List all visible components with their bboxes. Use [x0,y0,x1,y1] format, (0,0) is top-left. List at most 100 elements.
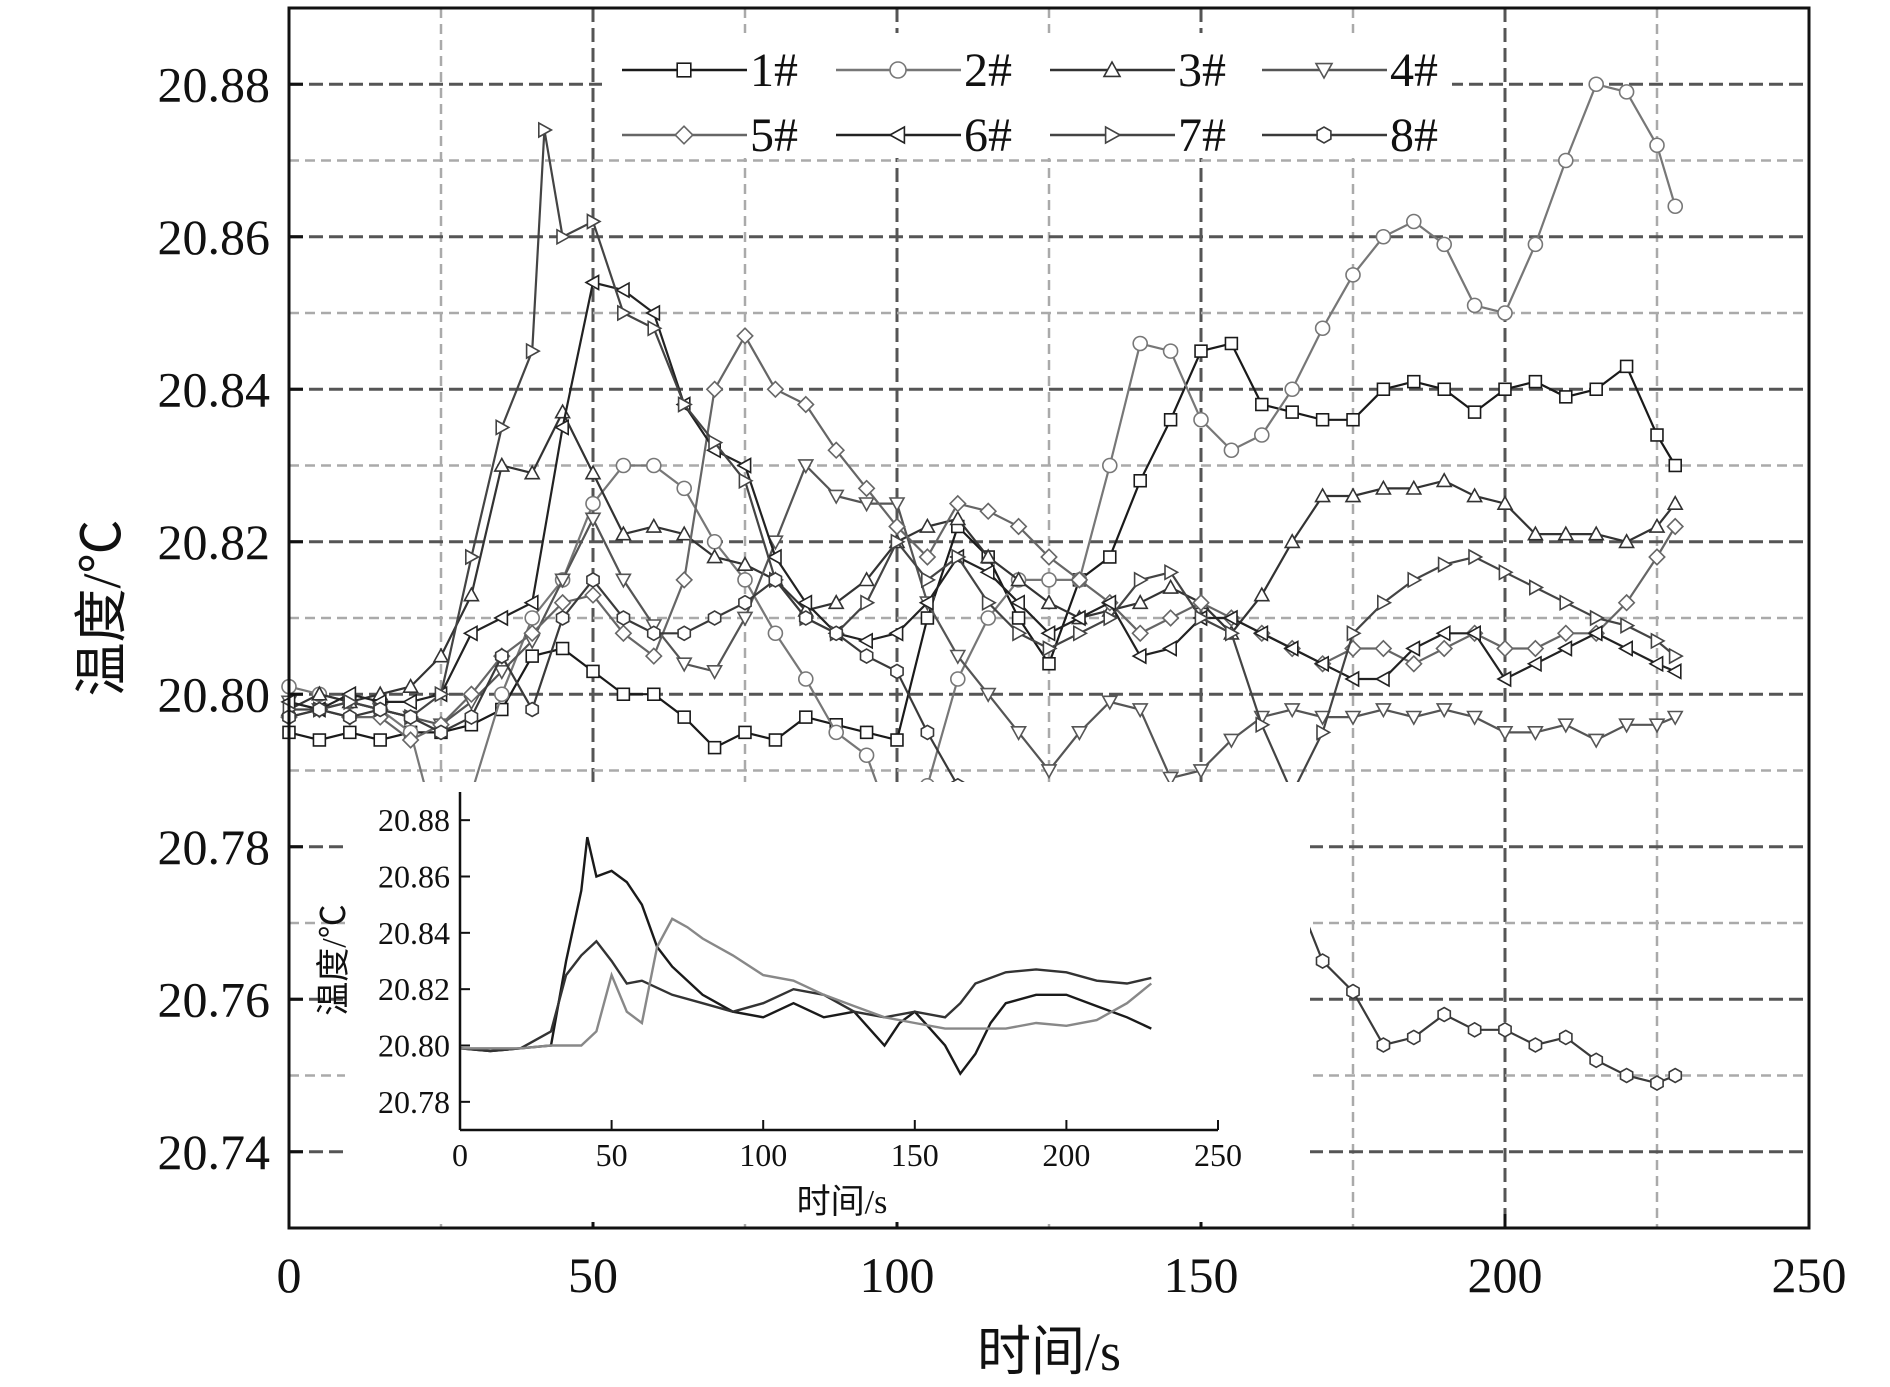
data-point [827,594,845,610]
data-point [1556,624,1575,643]
legend-item: 8# [1262,109,1438,162]
data-point [554,573,571,589]
inset-tick-labels: 0 50 100 150 200 250 20.78 20.80 20.82 20.84 20.86… [378,802,1242,1173]
data-point [1558,152,1574,169]
data-point [979,502,998,521]
y-axis-title: 温度/℃ [72,519,132,696]
data-point [1436,236,1452,253]
data-point [736,611,754,627]
data-point [1131,703,1149,719]
data-point [1010,571,1027,587]
data-point [1666,663,1682,680]
data-point [462,685,481,704]
data-point [1314,487,1331,503]
data-point [1375,228,1392,245]
legend-marker [1316,126,1332,144]
data-point [767,535,784,551]
data-point [1437,382,1451,396]
data-point [707,610,722,626]
data-point [1223,442,1240,459]
data-point [523,464,541,480]
data-point [645,304,661,322]
legend-label: 6# [964,109,1012,162]
data-point [948,494,967,513]
data-point [768,571,783,588]
data-point [401,693,418,711]
data-point [1222,609,1238,627]
data-point [493,456,511,472]
data-point [1042,640,1058,657]
data-point [1496,494,1514,511]
data-point [768,733,783,747]
data-point [736,555,754,572]
data-point [1435,703,1453,719]
data-point [949,649,967,665]
legend-marker [1314,62,1334,80]
data-point [1376,382,1391,396]
data-point [951,548,967,566]
data-point [1223,733,1240,749]
data-point [1133,571,1149,589]
data-point [736,457,752,474]
data-point [797,594,813,612]
data-point [1667,198,1684,215]
data-point [1042,656,1056,671]
main-series [280,76,1685,1092]
inset-series [459,836,1153,1076]
data-point [1009,517,1028,536]
data-point [827,489,845,505]
data-point [1374,639,1393,658]
inset-y-tick-label: 20.86 [378,859,450,895]
data-point [919,517,936,533]
data-point [980,610,997,626]
data-point [342,709,357,726]
data-point [614,281,630,299]
data-point [890,733,904,747]
inset-series-line-3 [460,917,1153,1050]
data-point [1650,632,1666,650]
data-point [584,586,602,604]
inset-y-tick-label: 20.84 [378,915,450,951]
data-point [616,304,633,322]
data-point [1162,343,1179,359]
legend: 1# 2# 3# 4# 5# 6# 7# 8# [602,33,1452,162]
data-point [797,459,815,475]
data-point [1617,640,1633,657]
y-tick-label: 20.78 [158,819,271,875]
data-point [1527,525,1544,541]
series-1 [282,336,1682,755]
data-point [1528,374,1543,389]
data-point [1465,624,1481,642]
legend-label: 3# [1178,44,1226,97]
data-point [979,687,997,703]
data-point [1498,1021,1512,1038]
data-point [1405,710,1423,726]
data-point [644,647,663,665]
data-point [373,733,387,747]
data-point [311,685,328,701]
data-point [1589,382,1603,396]
data-point [1346,624,1362,642]
data-point [799,710,813,724]
data-point [645,517,663,533]
data-point [434,724,448,741]
data-point [859,725,874,740]
data-point [1131,594,1149,610]
data-point [890,663,904,680]
data-point [401,731,420,749]
data-point [706,548,723,564]
data-point [1011,611,1026,625]
legend-item: 4# [1262,44,1438,97]
data-point [1194,609,1210,627]
data-point [1529,579,1545,596]
data-point [1344,710,1362,726]
data-point [462,624,478,642]
data-point [1649,137,1665,154]
data-point [829,625,844,642]
data-point [1496,639,1514,658]
data-point [1344,670,1360,688]
data-point [1101,594,1117,612]
data-point [616,610,631,626]
inset-y-tick-label: 20.88 [378,802,450,838]
